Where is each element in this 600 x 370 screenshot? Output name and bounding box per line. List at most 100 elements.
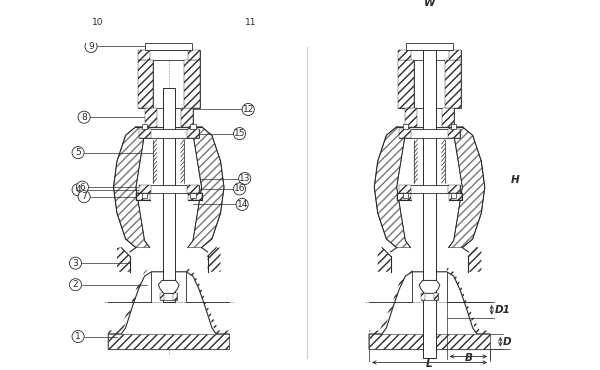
Text: 11: 11 bbox=[245, 18, 257, 27]
Circle shape bbox=[72, 330, 84, 343]
Text: D: D bbox=[503, 337, 512, 347]
Text: 2: 2 bbox=[73, 280, 79, 289]
Bar bbox=[400, 129, 460, 138]
Circle shape bbox=[78, 111, 90, 123]
Bar bbox=[190, 193, 196, 198]
Bar bbox=[190, 124, 196, 129]
Bar bbox=[137, 60, 153, 108]
Bar bbox=[139, 129, 151, 138]
Bar bbox=[424, 50, 436, 358]
Circle shape bbox=[233, 128, 245, 139]
Bar bbox=[145, 108, 157, 127]
Bar bbox=[101, 17, 236, 27]
Bar bbox=[442, 108, 454, 127]
Bar bbox=[406, 108, 454, 127]
Circle shape bbox=[233, 183, 245, 195]
Bar bbox=[398, 60, 414, 108]
Bar bbox=[398, 60, 414, 108]
Bar bbox=[184, 60, 200, 108]
Bar bbox=[434, 293, 438, 300]
Bar bbox=[136, 193, 150, 200]
Text: 1: 1 bbox=[75, 332, 81, 341]
Text: 14: 14 bbox=[236, 200, 248, 209]
Bar bbox=[187, 129, 199, 138]
Bar bbox=[139, 129, 199, 138]
Bar bbox=[398, 50, 410, 60]
Bar bbox=[137, 50, 150, 60]
Bar bbox=[421, 293, 438, 300]
Bar bbox=[400, 185, 412, 193]
Bar bbox=[142, 193, 147, 198]
Bar bbox=[163, 88, 175, 302]
Bar bbox=[150, 38, 188, 50]
Polygon shape bbox=[369, 272, 490, 350]
Bar bbox=[173, 293, 178, 300]
Bar bbox=[445, 60, 461, 108]
Bar bbox=[400, 185, 460, 193]
Bar bbox=[445, 60, 461, 108]
Circle shape bbox=[78, 191, 90, 203]
Bar bbox=[139, 185, 199, 193]
Polygon shape bbox=[419, 280, 440, 293]
Circle shape bbox=[245, 16, 257, 28]
Bar bbox=[362, 17, 497, 27]
Text: 16: 16 bbox=[234, 184, 245, 194]
Circle shape bbox=[85, 40, 97, 53]
Bar bbox=[369, 334, 490, 350]
Text: 8: 8 bbox=[81, 113, 87, 122]
Text: 13: 13 bbox=[239, 174, 250, 183]
Text: 10: 10 bbox=[92, 18, 104, 27]
Bar bbox=[187, 185, 199, 193]
Bar bbox=[451, 124, 456, 129]
Circle shape bbox=[70, 279, 82, 291]
Text: D1: D1 bbox=[494, 305, 510, 315]
Text: B: B bbox=[464, 353, 472, 363]
Bar bbox=[406, 108, 418, 127]
Text: W: W bbox=[424, 0, 435, 7]
Bar bbox=[398, 50, 461, 60]
Bar bbox=[451, 193, 456, 198]
Text: L: L bbox=[426, 359, 433, 369]
Text: 9: 9 bbox=[88, 42, 94, 51]
Bar bbox=[421, 293, 425, 300]
Bar bbox=[448, 185, 460, 193]
Text: 5: 5 bbox=[75, 148, 81, 157]
Bar bbox=[137, 60, 153, 108]
Bar bbox=[139, 185, 151, 193]
Bar bbox=[188, 50, 200, 60]
Circle shape bbox=[72, 147, 84, 159]
Bar bbox=[145, 43, 192, 50]
Polygon shape bbox=[158, 280, 179, 293]
Circle shape bbox=[92, 16, 104, 28]
Text: 6: 6 bbox=[80, 183, 85, 192]
Bar bbox=[145, 108, 193, 127]
Bar bbox=[158, 10, 179, 22]
Text: 4: 4 bbox=[75, 185, 81, 194]
Text: 12: 12 bbox=[242, 105, 254, 114]
Bar bbox=[419, 10, 440, 22]
Bar bbox=[184, 60, 200, 108]
Bar bbox=[188, 193, 202, 200]
Text: H: H bbox=[511, 175, 520, 185]
Bar bbox=[406, 43, 453, 50]
Polygon shape bbox=[109, 272, 229, 350]
Bar bbox=[137, 50, 200, 60]
Bar bbox=[416, 22, 442, 38]
Bar bbox=[403, 124, 408, 129]
Bar bbox=[400, 129, 412, 138]
Text: 15: 15 bbox=[234, 129, 245, 138]
Bar bbox=[142, 124, 147, 129]
Bar bbox=[410, 38, 449, 50]
Bar bbox=[449, 193, 463, 200]
Circle shape bbox=[239, 172, 251, 185]
Circle shape bbox=[70, 257, 82, 269]
Bar bbox=[101, 17, 236, 27]
Bar bbox=[449, 50, 461, 60]
Circle shape bbox=[242, 103, 254, 115]
Text: 3: 3 bbox=[73, 259, 79, 268]
Bar bbox=[403, 193, 408, 198]
Bar bbox=[160, 293, 178, 300]
Bar bbox=[156, 22, 182, 38]
Circle shape bbox=[236, 198, 248, 211]
Bar bbox=[109, 334, 229, 350]
